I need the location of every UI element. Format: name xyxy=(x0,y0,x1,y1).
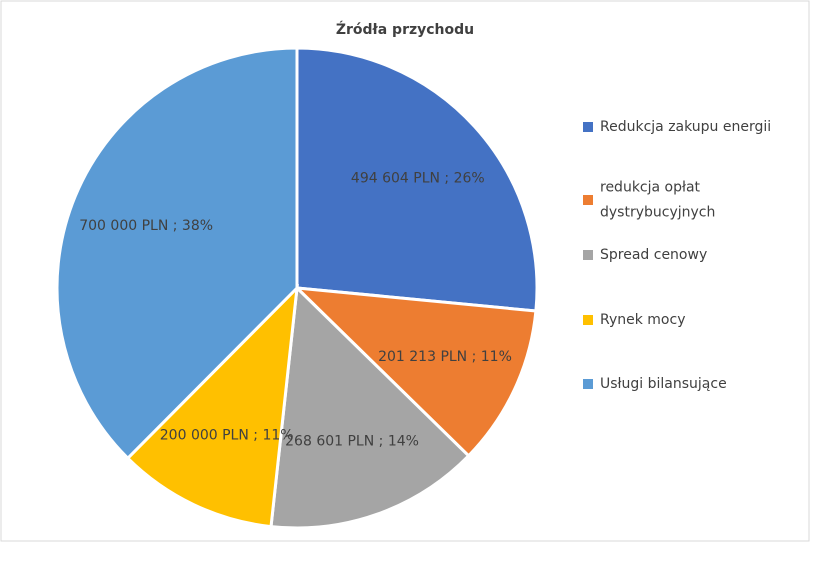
data-label: 268 601 PLN ; 14% xyxy=(285,434,419,450)
pie-slice xyxy=(55,46,299,461)
legend-swatch xyxy=(583,122,593,132)
chart-title: Źródła przychodu xyxy=(336,20,474,38)
data-label: 201 213 PLN ; 11% xyxy=(378,349,512,365)
legend-label: Spread cenowy xyxy=(600,247,707,263)
legend-swatch xyxy=(583,315,593,325)
legend-swatch xyxy=(583,195,593,205)
data-label: 700 000 PLN ; 38% xyxy=(79,218,213,234)
legend-label: Usługi bilansujące xyxy=(600,376,727,392)
data-label: 494 604 PLN ; 26% xyxy=(351,170,485,186)
legend-label: Redukcja zakupu energii xyxy=(600,119,771,135)
pie-slice xyxy=(125,283,299,529)
legend-swatch xyxy=(583,250,593,260)
pie-slice xyxy=(295,46,539,313)
legend-label: redukcja opłat dystrybucyjnych xyxy=(600,180,715,221)
data-label: 200 000 PLN ; 11% xyxy=(160,427,294,443)
pie-slice xyxy=(292,286,538,458)
pie-slice xyxy=(269,284,471,530)
legend-label: Rynek mocy xyxy=(600,312,685,328)
legend-swatch xyxy=(583,379,593,389)
